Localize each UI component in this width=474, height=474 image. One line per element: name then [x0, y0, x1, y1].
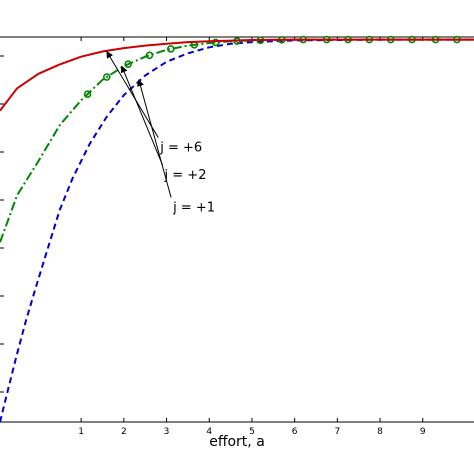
x-tick-label: 1	[78, 427, 84, 437]
annotation-arrow	[137, 79, 172, 198]
series-marker-1	[145, 51, 154, 60]
x-tick-labels: 1 2 3 4 5 6 7 8 9	[78, 427, 426, 437]
annotation-label: j = +2	[164, 168, 207, 183]
x-tick-label: 8	[377, 427, 383, 437]
x-axis-label: effort, a	[209, 434, 265, 450]
x-tick-label: 5	[249, 427, 255, 437]
x-tick-label: 3	[164, 427, 170, 437]
series-layer	[0, 35, 474, 423]
annotation-layer: j = +6 j = +2 j = +1	[106, 50, 215, 216]
x-tick-label: 7	[334, 427, 340, 437]
x-tick-label: 4	[206, 427, 212, 437]
annotation-label: j = +6	[159, 141, 202, 156]
series-marker-1	[124, 60, 132, 69]
series-marker-1	[167, 45, 175, 53]
x-tick-label: 2	[121, 427, 127, 437]
annotation-label: j = +1	[172, 201, 215, 216]
series-line-0	[0, 38, 474, 112]
series-marker-1	[102, 73, 111, 81]
plot-background	[0, 37, 474, 422]
annotation-arrow	[120, 65, 164, 166]
series-marker-1	[83, 90, 92, 98]
annotation-arrow	[106, 50, 159, 138]
series-marker-1	[211, 38, 220, 47]
x-tick-label: 6	[292, 427, 298, 437]
x-tick-label: 9	[420, 427, 426, 437]
